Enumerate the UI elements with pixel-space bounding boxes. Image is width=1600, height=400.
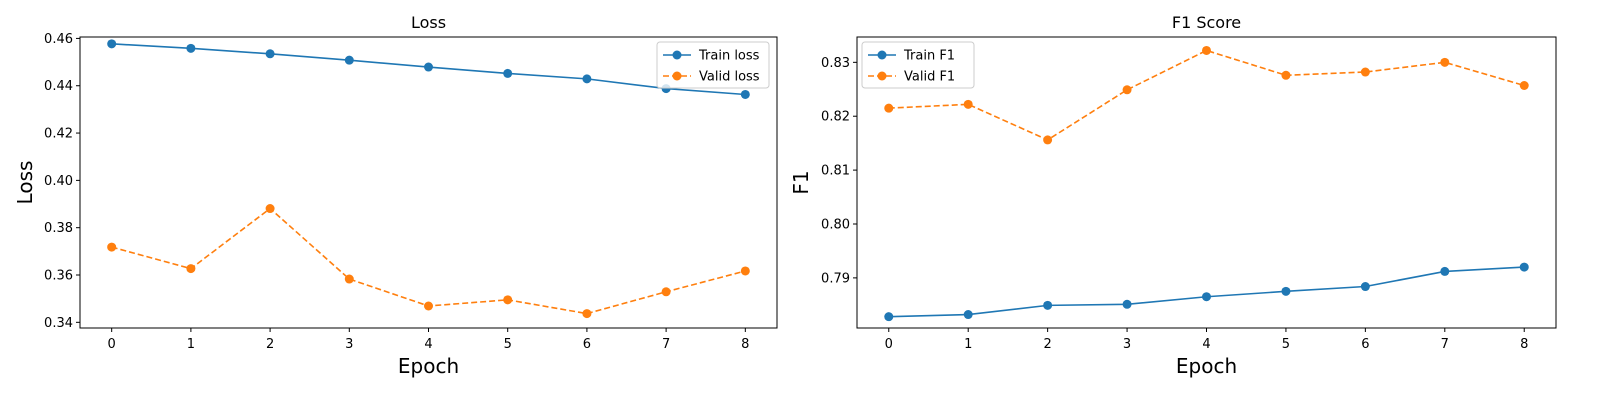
legend: Train loss Valid loss	[656, 41, 770, 89]
y-axis-label: Loss	[13, 161, 37, 205]
f1-score-chart: F1 Score 0 1 2 3 4 5 6 7 8 0.79 0.80 0.81 0.82 0.83 Epo…	[789, 13, 1557, 378]
y-tick-label: 0.34	[44, 316, 73, 331]
y-tick-label: 0.46	[44, 32, 73, 47]
chart-title: F1 Score	[1172, 13, 1241, 32]
data-point-series-0	[503, 68, 513, 78]
y-tick-label: 0.82	[821, 110, 850, 125]
x-tick-label: 5	[1282, 337, 1290, 352]
data-point-series-0	[582, 74, 592, 84]
data-point-series-1	[661, 287, 671, 297]
y-tick-label: 0.80	[821, 217, 850, 232]
data-point-series-1	[107, 242, 117, 252]
y-tick-label: 0.44	[44, 79, 73, 94]
data-point-series-0	[1202, 292, 1211, 302]
x-tick-label: 6	[1361, 337, 1369, 352]
loss-chart: Loss 0 1 2 3 4 5 6 7 8 0.34 0.36 0.38 0.40 0.42 0.44 0.4…	[13, 13, 778, 378]
legend-swatch-marker	[877, 50, 887, 60]
data-point-series-0	[186, 43, 196, 53]
data-point-series-1	[1360, 67, 1370, 77]
series-line-1	[888, 49, 1525, 141]
data-point-series-1	[265, 204, 275, 214]
x-tick-label: 4	[424, 337, 432, 352]
y-tick-label: 0.36	[44, 269, 73, 284]
data-point-series-1	[186, 264, 196, 274]
legend-label: Valid F1	[904, 70, 955, 85]
x-tick-label: 3	[345, 337, 353, 352]
x-axis-label: Epoch	[398, 354, 459, 378]
x-axis-label: Epoch	[1176, 354, 1237, 378]
data-point-series-0	[265, 49, 275, 59]
y-tick-label: 0.81	[821, 164, 850, 179]
x-tick-label: 0	[108, 337, 116, 352]
data-point-series-0	[1519, 262, 1529, 272]
y-tick-label: 0.40	[44, 174, 73, 189]
x-tick-label: 4	[1202, 337, 1210, 352]
data-point-series-0	[740, 89, 750, 99]
x-tick-label: 8	[741, 337, 749, 352]
data-point-series-1	[344, 274, 354, 284]
legend-label: Train F1	[903, 49, 955, 64]
data-point-series-1	[1202, 45, 1211, 55]
x-tick-label: 1	[964, 337, 972, 352]
data-point-series-1	[1519, 81, 1529, 90]
data-point-series-1	[1122, 85, 1132, 95]
x-tick-label: 6	[583, 337, 591, 352]
x-tick-label: 7	[1441, 337, 1449, 352]
data-point-series-1	[740, 266, 750, 276]
series-line-0	[888, 266, 1525, 318]
x-tick-label: 5	[504, 337, 512, 352]
data-point-series-0	[963, 310, 973, 320]
data-point-series-0	[344, 55, 354, 65]
x-tick-label: 3	[1123, 337, 1131, 352]
data-point-series-1	[884, 103, 894, 113]
x-tick-label: 2	[266, 337, 274, 352]
y-axis-label: F1	[789, 170, 813, 194]
data-point-series-1	[963, 99, 973, 109]
data-point-series-0	[107, 39, 117, 49]
data-point-series-0	[1360, 282, 1370, 292]
y-tick-label: 0.79	[821, 271, 850, 286]
y-tick-label: 0.38	[44, 221, 73, 236]
data-point-series-0	[424, 62, 433, 72]
legend-label: Valid loss	[699, 70, 760, 85]
y-tick-label: 0.83	[821, 56, 850, 71]
x-tick-label: 0	[885, 337, 893, 352]
data-point-series-1	[1281, 70, 1291, 80]
data-point-series-0	[884, 312, 894, 322]
legend-swatch-marker	[877, 71, 887, 81]
series-line-1	[111, 207, 746, 315]
data-point-series-0	[1043, 300, 1053, 310]
y-tick-label: 0.42	[44, 127, 73, 142]
data-point-series-1	[1440, 57, 1450, 67]
legend-swatch-marker	[672, 71, 682, 81]
data-point-series-1	[503, 295, 513, 305]
data-point-series-1	[582, 309, 592, 319]
data-point-series-0	[1281, 286, 1291, 296]
legend-swatch-marker	[672, 50, 682, 60]
data-point-series-0	[1440, 266, 1450, 276]
data-point-series-0	[1122, 299, 1132, 309]
x-tick-label: 7	[662, 337, 670, 352]
chart-title: Loss	[411, 13, 446, 32]
x-tick-label: 2	[1043, 337, 1051, 352]
legend-label: Train loss	[698, 49, 760, 64]
data-point-series-1	[1043, 135, 1053, 145]
x-tick-label: 8	[1520, 337, 1528, 352]
data-point-series-1	[424, 301, 433, 311]
x-tick-label: 1	[187, 337, 195, 352]
legend: Train F1 Valid F1	[861, 41, 975, 89]
